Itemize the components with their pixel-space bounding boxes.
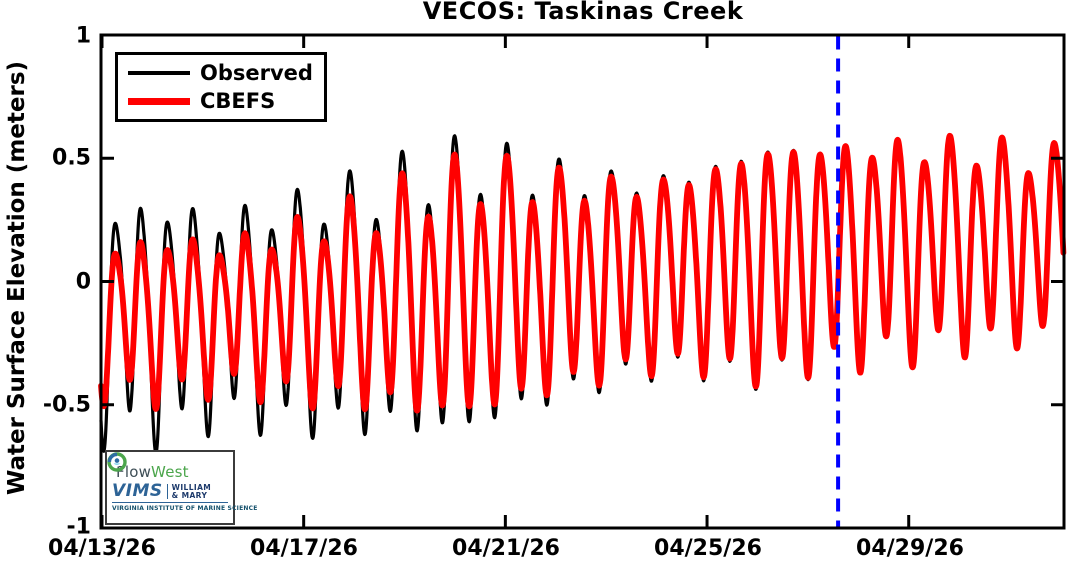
observed-line-sample (128, 71, 190, 75)
cbefs-series-line (98, 132, 1067, 414)
x-tick-label: 04/25/26 (654, 536, 762, 561)
x-tick-label: 04/29/26 (856, 536, 964, 561)
vims-institute-caption: VIRGINIA INSTITUTE OF MARINE SCIENCE (112, 502, 257, 512)
legend-item-cbefs: CBEFS (128, 88, 316, 113)
vims-wordmark: VIMS (112, 481, 163, 502)
legend-label: Observed (200, 60, 313, 85)
y-tick-label: 0 (75, 269, 91, 295)
axis-ticks (100, 33, 1063, 530)
series-lines (98, 132, 1067, 455)
william-and-mary-wordmark: WILLIAM & MARY (171, 482, 212, 500)
axes-box (99, 33, 1066, 530)
y-tick-label: 0.5 (52, 145, 91, 171)
chart-title: VECOS: Taskinas Creek (422, 0, 744, 25)
flowwest-logo: FlowWest (107, 452, 228, 481)
y-tick-label: -1 (66, 514, 91, 540)
vims-logo: VIMS WILLIAM & MARY (112, 483, 228, 500)
legend-label: CBEFS (200, 88, 276, 113)
vims-divider (166, 484, 168, 500)
y-tick-label: 1 (75, 23, 91, 49)
attribution-logo-box: FlowWest VIMS WILLIAM & MARY VIRGINIA IN… (105, 450, 257, 525)
x-tick-label: 04/17/26 (250, 536, 358, 561)
legend: Observed CBEFS (115, 52, 327, 122)
y-tick-label: -0.5 (42, 392, 91, 418)
x-tick-label: 04/13/26 (48, 536, 156, 561)
cbefs-line-sample (128, 97, 190, 105)
x-tick-label: 04/21/26 (452, 536, 560, 561)
legend-item-observed: Observed (128, 60, 316, 85)
